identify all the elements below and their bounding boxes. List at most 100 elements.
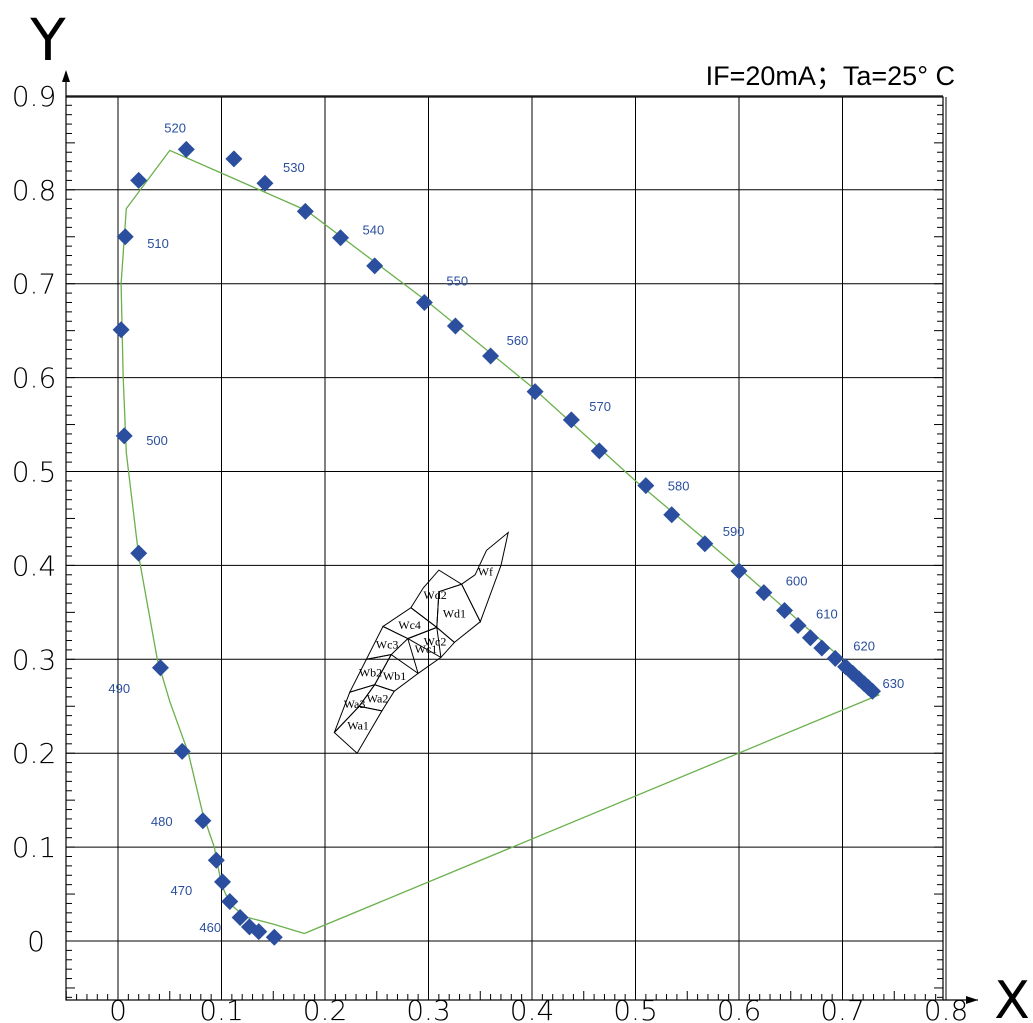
x-tick-label: 0.8 bbox=[924, 994, 969, 1023]
y-tick-label: 0.3 bbox=[12, 643, 57, 676]
data-point bbox=[130, 544, 148, 562]
wavelength-labels: 460 470 480 490 500 510 520 530 540 550 560 570 580 5… bbox=[108, 120, 904, 935]
y-tick-label: 0.7 bbox=[12, 268, 57, 301]
data-point bbox=[221, 893, 239, 911]
data-point bbox=[637, 477, 655, 495]
y-tick-label: 0.4 bbox=[12, 549, 57, 582]
data-point bbox=[194, 812, 212, 830]
data-point bbox=[826, 649, 844, 667]
data-point bbox=[173, 742, 191, 760]
x-tick-label: 0.4 bbox=[510, 994, 555, 1023]
wavelength-label-480: 480 bbox=[151, 814, 173, 829]
data-point bbox=[225, 150, 243, 168]
bin-label-wc2: Wc2 bbox=[424, 635, 447, 649]
x-tick-label: 0.6 bbox=[717, 994, 762, 1023]
data-point bbox=[366, 257, 384, 275]
bin-label-wf: Wf bbox=[478, 565, 493, 579]
data-point bbox=[207, 851, 225, 869]
x-tick-label: 0.5 bbox=[613, 994, 658, 1023]
chart-title: IF=20mA；Ta=25° C bbox=[706, 61, 955, 91]
wavelength-label-540: 540 bbox=[363, 223, 385, 238]
y-axis-arrow bbox=[62, 70, 70, 82]
data-point bbox=[151, 659, 169, 677]
data-point bbox=[590, 442, 608, 460]
x-tick-label: 0.1 bbox=[199, 994, 244, 1023]
y-tick-label: 0.5 bbox=[12, 456, 57, 489]
grid-lines bbox=[65, 95, 947, 1001]
data-point bbox=[663, 506, 681, 524]
bin-wf bbox=[460, 531, 509, 623]
plot-frame bbox=[65, 96, 944, 1001]
data-point bbox=[801, 629, 819, 647]
data-point bbox=[415, 293, 433, 311]
data-point bbox=[265, 928, 283, 946]
y-tick-label: 0.2 bbox=[12, 737, 57, 770]
bin-label-wc4: Wc4 bbox=[398, 618, 421, 632]
bin-label-wd2: Wd2 bbox=[423, 588, 446, 602]
wavelength-label-490: 490 bbox=[108, 681, 130, 696]
data-point bbox=[296, 202, 314, 220]
x-axis-label: X bbox=[994, 971, 1030, 1023]
wavelength-label-580: 580 bbox=[668, 479, 690, 494]
wavelength-label-460: 460 bbox=[199, 920, 221, 935]
bin-label-wd1: Wd1 bbox=[443, 607, 466, 621]
y-tick-label: 0 bbox=[27, 925, 45, 958]
data-point bbox=[755, 584, 773, 602]
data-point bbox=[813, 639, 831, 657]
bin-label-wb2: Wb2 bbox=[359, 666, 382, 680]
data-point bbox=[864, 682, 882, 700]
wavelength-label-470: 470 bbox=[171, 883, 193, 898]
y-tick-label: 0.1 bbox=[12, 831, 57, 864]
bin-label-wa3: Wa3 bbox=[344, 697, 366, 711]
data-point bbox=[332, 229, 350, 247]
wavelength-label-630: 630 bbox=[883, 676, 905, 691]
x-axis-arrow bbox=[966, 996, 978, 1004]
y-axis-label: Y bbox=[29, 6, 66, 74]
data-point bbox=[776, 601, 794, 619]
tick-labels: 0 0.1 0.2 0.3 0.4 0.5 0.6 0.7 0.8 0 0.1 0.2 0.3 0.4 0.… bbox=[12, 80, 969, 1023]
data-point bbox=[214, 873, 232, 891]
data-point bbox=[177, 140, 195, 158]
wavelength-label-530: 530 bbox=[283, 160, 305, 175]
wavelength-label-560: 560 bbox=[507, 333, 529, 348]
data-point bbox=[231, 909, 249, 927]
x-tick-label: 0.2 bbox=[303, 994, 348, 1023]
wavelength-label-550: 550 bbox=[446, 274, 468, 289]
bin-label-wa2: Wa2 bbox=[367, 691, 389, 705]
wavelength-label-570: 570 bbox=[589, 399, 611, 414]
data-point bbox=[482, 347, 500, 365]
data-point bbox=[526, 383, 544, 401]
data-point bbox=[562, 411, 580, 429]
data-point bbox=[240, 918, 258, 936]
y-tick-label: 0.8 bbox=[12, 174, 57, 207]
minor-ticks bbox=[65, 104, 943, 1000]
wavelength-label-610: 610 bbox=[816, 607, 838, 622]
data-point bbox=[789, 616, 807, 634]
wavelength-label-620: 620 bbox=[853, 638, 875, 653]
data-point bbox=[115, 427, 133, 445]
data-point bbox=[116, 228, 134, 246]
data-point bbox=[130, 171, 148, 189]
x-tick-label: 0.3 bbox=[406, 994, 451, 1023]
data-point bbox=[446, 317, 464, 335]
y-tick-label: 0.9 bbox=[12, 80, 57, 113]
axes bbox=[62, 70, 978, 1004]
data-point bbox=[250, 923, 268, 941]
data-point bbox=[112, 321, 130, 339]
bin-label-wa1: Wa1 bbox=[347, 719, 369, 733]
data-points bbox=[112, 140, 882, 946]
wavelength-label-600: 600 bbox=[786, 574, 808, 589]
wavelength-label-520: 520 bbox=[164, 120, 186, 135]
wavelength-label-590: 590 bbox=[723, 524, 745, 539]
data-point bbox=[696, 535, 714, 553]
x-tick-label: 0 bbox=[109, 994, 127, 1023]
data-point bbox=[256, 174, 274, 192]
data-point bbox=[730, 562, 748, 580]
y-tick-label: 0.6 bbox=[12, 362, 57, 395]
x-tick-label: 0.7 bbox=[820, 994, 865, 1023]
wavelength-label-510: 510 bbox=[147, 236, 169, 251]
wavelength-label-500: 500 bbox=[146, 433, 168, 448]
